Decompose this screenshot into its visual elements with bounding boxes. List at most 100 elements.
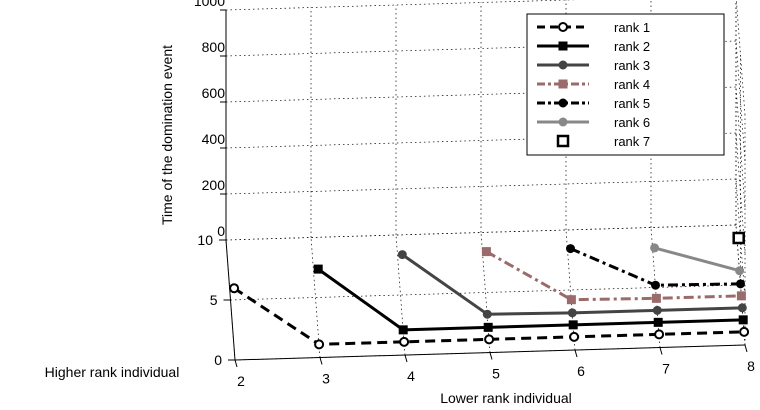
legend-label: rank 2 (614, 39, 650, 54)
legend-item: rank 1 (537, 20, 650, 35)
data-point (483, 322, 493, 332)
x-tick-label: 5 (492, 366, 500, 382)
series-line (485, 250, 742, 302)
data-point (558, 60, 568, 70)
data-point (652, 305, 662, 315)
z-tick-label: 200 (202, 177, 226, 193)
data-point (568, 320, 578, 330)
series-rank-2 (313, 264, 748, 335)
side-grid-z (735, 40, 746, 162)
data-point (558, 22, 568, 32)
z-axis-label: Time of the domination event (159, 45, 175, 225)
side-grid-z (735, 132, 746, 254)
x-tick-label: 8 (747, 358, 755, 374)
x-tick-mark (234, 359, 238, 368)
data-point (484, 334, 495, 345)
series-rank-3 (397, 250, 747, 319)
legend-label: rank 4 (614, 77, 650, 92)
data-point (739, 326, 750, 337)
x-tick-mark (404, 354, 408, 363)
floor-grid-x (395, 234, 406, 356)
legend-item: rank 5 (537, 96, 650, 111)
data-point (650, 243, 660, 253)
legend-label: rank 5 (614, 96, 650, 111)
side-grid-z (735, 224, 746, 346)
floor-grid-x (310, 237, 321, 358)
legend-label: rank 1 (614, 20, 650, 35)
z-tick-label: 400 (202, 131, 226, 147)
y-axis-label: Higher rank individual (45, 364, 180, 380)
series-rank-5 (566, 244, 745, 290)
z-tick-label: 1000 (194, 0, 225, 9)
data-point (314, 339, 325, 350)
series-rank-1 (229, 283, 750, 350)
z-tick-label: 800 (202, 39, 226, 55)
y-tick-label: 10 (197, 232, 213, 248)
data-point (736, 279, 745, 289)
data-point (736, 291, 746, 301)
x-tick-label: 2 (237, 373, 245, 389)
data-point (397, 250, 407, 260)
data-point (651, 280, 660, 290)
y-tick-label: 0 (214, 352, 222, 368)
x-tick-mark (489, 352, 493, 360)
data-point (399, 336, 410, 347)
legend-item: rank 4 (537, 77, 650, 92)
data-point (558, 98, 568, 108)
data-point (558, 79, 568, 89)
x-tick-mark (659, 347, 663, 355)
series-line (569, 247, 741, 287)
legend: rank 1 rank 2 rank 3 rank 4 rank 5 rank 6 rank… (526, 13, 725, 156)
side-grid-z (735, 86, 746, 208)
legend-label: rank 3 (614, 58, 650, 73)
data-point (735, 266, 745, 276)
x-tick-label: 6 (577, 363, 585, 379)
data-point (567, 308, 577, 318)
x-tick-label: 4 (407, 368, 415, 384)
wall-grid-z (225, 0, 578, 11)
series-rank-7 (732, 231, 745, 245)
axes (219, 9, 748, 368)
legend-item: rank 6 (537, 115, 650, 130)
data-point (566, 244, 575, 254)
x-tick-mark (744, 344, 748, 353)
data-point (558, 41, 568, 51)
data-point (482, 309, 492, 319)
data-point (556, 134, 570, 148)
x-tick-mark (319, 357, 323, 365)
data-point (398, 325, 408, 335)
legend-label: rank 6 (614, 115, 650, 130)
legend-item: rank 7 (556, 134, 650, 149)
z-tick-label: 600 (202, 85, 226, 101)
x-tick-label: 7 (662, 361, 670, 377)
legend-item: rank 3 (537, 58, 650, 73)
side-grid-z (735, 178, 746, 300)
data-point (569, 331, 580, 342)
data-point (229, 283, 240, 294)
y-tick-label: 5 (210, 292, 218, 308)
data-point (732, 231, 745, 245)
series-rank-4 (481, 247, 746, 305)
x-tick-label: 3 (322, 371, 330, 387)
x-axis-label: Lower rank individual (440, 390, 572, 406)
data-point (651, 293, 661, 303)
data-point (653, 317, 663, 327)
data-point (566, 295, 576, 305)
data-point (313, 264, 323, 274)
data-series (229, 231, 750, 350)
data-point (558, 117, 568, 127)
data-point (654, 329, 665, 340)
data-point (737, 303, 747, 313)
z-tick-label: 0 (217, 223, 225, 239)
series-rank-6 (650, 243, 745, 276)
x-tick-mark (574, 349, 578, 358)
legend-label: rank 7 (614, 134, 650, 149)
side-grid-z (736, 0, 746, 116)
data-point (481, 247, 491, 257)
data-point (738, 315, 748, 325)
series-line (654, 246, 740, 273)
series-line (317, 267, 744, 332)
legend-item: rank 2 (537, 39, 650, 54)
